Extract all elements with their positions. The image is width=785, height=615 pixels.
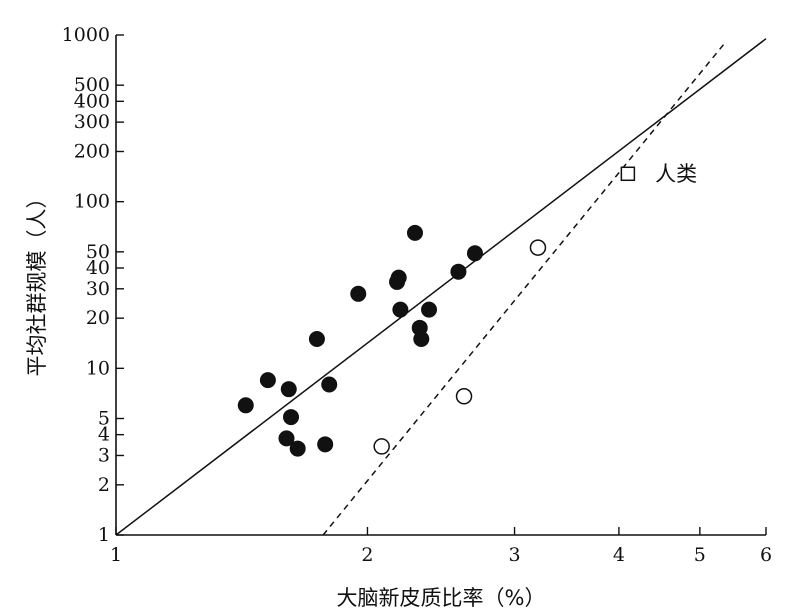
- data-points: [237, 166, 636, 457]
- open-circle-point: [529, 239, 547, 256]
- open-circle-point: [455, 387, 473, 405]
- filled-circle-point: [350, 285, 367, 302]
- filled-circle-point: [259, 372, 276, 389]
- filled-circle-point: [278, 430, 295, 447]
- solid-fit-line: [115, 38, 767, 536]
- axes: [115, 35, 766, 536]
- y-tick-label: 1: [98, 524, 110, 546]
- x-axis-label: 大脑新皮质比率（%）: [337, 586, 546, 610]
- y-tick-label: 2: [98, 474, 110, 496]
- fit-lines: [115, 38, 767, 536]
- filled-circle-point: [280, 381, 297, 398]
- y-tick-label: 1000: [62, 24, 110, 46]
- x-tick-label: 4: [613, 544, 625, 566]
- x-tick-label: 3: [508, 544, 520, 566]
- y-tick-label: 3: [98, 444, 110, 466]
- filled-circle-point: [237, 397, 254, 414]
- x-tick-label: 5: [694, 544, 706, 566]
- open-circle-point: [373, 438, 390, 455]
- y-axis-label: 平均社群规模（人）: [25, 188, 49, 377]
- dashed-fit-line: [322, 40, 728, 536]
- filled-circle-point: [283, 409, 300, 426]
- y-tick-label: 50: [86, 241, 110, 263]
- y-tick-label: 10: [86, 357, 110, 379]
- y-tick-label: 5: [98, 408, 110, 430]
- filled-circle-point: [421, 301, 438, 318]
- filled-circle-point: [450, 263, 467, 280]
- y-tick-label: 30: [86, 278, 110, 300]
- filled-circle-point: [392, 301, 409, 318]
- filled-circle-point: [317, 436, 334, 453]
- annotations: 人类: [655, 162, 697, 186]
- filled-circle-point: [321, 376, 338, 393]
- annotation-label: 人类: [655, 162, 697, 186]
- y-tick-label: 100: [74, 191, 110, 213]
- y-tick-label: 500: [74, 74, 110, 96]
- filled-circle-point: [390, 269, 407, 286]
- x-tick-label: 2: [361, 544, 373, 566]
- filled-circle-point: [466, 245, 483, 262]
- filled-circle-point: [413, 330, 430, 347]
- y-tick-label: 4: [98, 424, 110, 446]
- open-square-point: [620, 166, 636, 182]
- y-tick-label: 200: [74, 140, 110, 162]
- y-tick-label: 300: [74, 111, 110, 133]
- y-tick-label: 40: [86, 257, 110, 279]
- filled-circle-point: [308, 330, 325, 347]
- y-tick-label: 400: [74, 90, 110, 112]
- y-tick-label: 20: [86, 307, 110, 329]
- x-tick-label: 1: [110, 544, 122, 566]
- filled-circle-point: [289, 440, 306, 457]
- x-tick-label: 6: [760, 544, 772, 566]
- filled-circle-point: [406, 224, 423, 241]
